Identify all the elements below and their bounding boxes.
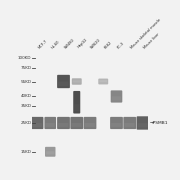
FancyBboxPatch shape [111,90,122,103]
Text: 35KD: 35KD [21,104,31,108]
FancyBboxPatch shape [98,78,108,84]
Text: 40KD: 40KD [21,94,31,98]
FancyBboxPatch shape [57,117,70,129]
Text: PC-3: PC-3 [116,41,125,50]
Text: K562: K562 [103,40,113,50]
FancyBboxPatch shape [110,117,123,129]
Text: HL-60: HL-60 [50,39,60,50]
FancyBboxPatch shape [137,116,149,130]
FancyBboxPatch shape [71,123,82,127]
Text: Mouse liver: Mouse liver [143,32,161,50]
Text: SW480: SW480 [64,38,75,50]
FancyBboxPatch shape [58,123,68,127]
Text: HepG2: HepG2 [77,38,88,50]
Text: →PSMB1: →PSMB1 [149,121,168,125]
Text: SW620: SW620 [90,38,102,50]
FancyBboxPatch shape [111,123,121,127]
Text: 75KD: 75KD [21,66,31,70]
FancyBboxPatch shape [46,151,54,155]
FancyBboxPatch shape [32,123,42,127]
FancyBboxPatch shape [84,117,96,129]
FancyBboxPatch shape [44,117,56,129]
FancyBboxPatch shape [58,82,68,86]
FancyBboxPatch shape [70,117,83,129]
Text: MCF-7: MCF-7 [37,39,48,50]
Text: 55KD: 55KD [21,80,31,84]
FancyBboxPatch shape [73,80,81,83]
FancyBboxPatch shape [72,78,82,85]
FancyBboxPatch shape [74,104,80,111]
Text: 15KD: 15KD [21,150,31,154]
FancyBboxPatch shape [85,123,95,127]
FancyBboxPatch shape [46,123,55,127]
FancyBboxPatch shape [31,117,43,129]
Text: 25KD: 25KD [21,121,31,125]
FancyBboxPatch shape [57,75,70,88]
FancyBboxPatch shape [123,117,136,129]
FancyBboxPatch shape [73,91,80,114]
FancyBboxPatch shape [112,96,121,100]
Text: 100KD: 100KD [18,57,31,60]
FancyBboxPatch shape [124,123,135,127]
FancyBboxPatch shape [45,147,55,157]
FancyBboxPatch shape [138,123,148,127]
Text: Mouse skeletal muscle: Mouse skeletal muscle [130,18,162,50]
FancyBboxPatch shape [99,80,107,82]
